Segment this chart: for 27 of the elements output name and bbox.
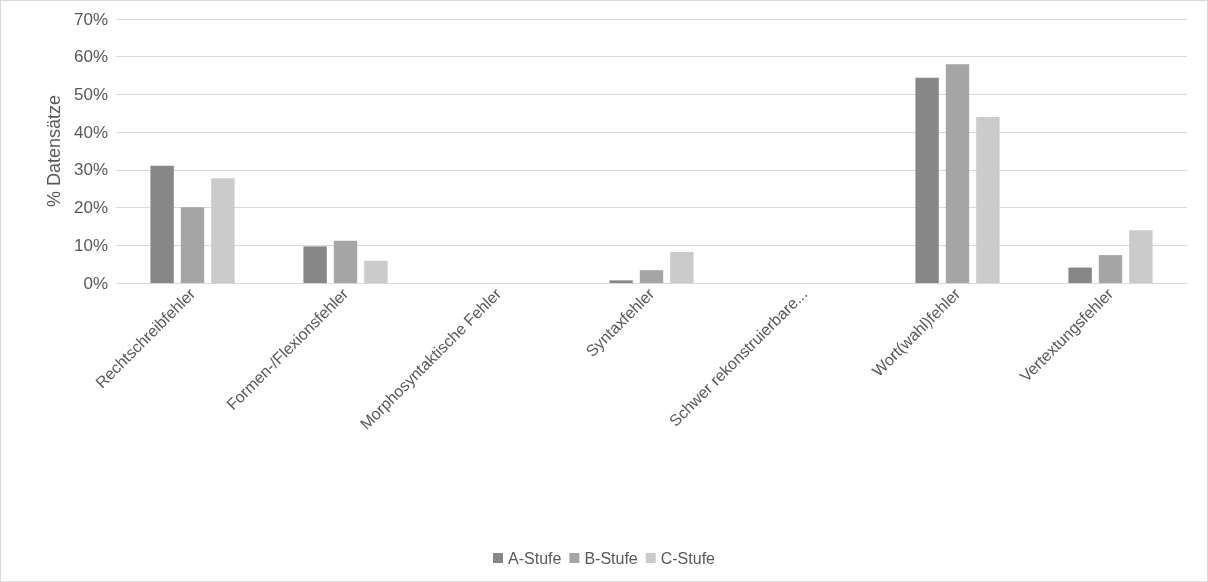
y-tick-label: 40% [73, 122, 108, 142]
bar [364, 260, 388, 283]
legend-label: A-Stufe [508, 549, 562, 567]
y-tick-label: 20% [73, 198, 108, 218]
bar [333, 240, 358, 283]
y-tick-label: 50% [73, 84, 108, 104]
bar [1068, 267, 1092, 283]
bar [1129, 230, 1153, 283]
bar [211, 178, 235, 283]
y-tick-label: 10% [73, 235, 108, 255]
bar [639, 270, 664, 283]
y-tick-label: 70% [73, 9, 108, 29]
bar [609, 280, 633, 283]
bar [180, 207, 205, 283]
y-tick-label: 60% [73, 47, 108, 67]
bar [1098, 255, 1123, 283]
y-tick-label: 0% [83, 273, 108, 293]
y-axis-title: % Datensätze [44, 94, 65, 208]
legend-label: C-Stufe [660, 549, 716, 567]
y-tick-label: 30% [73, 160, 108, 180]
bar [976, 117, 1000, 283]
bar [945, 64, 970, 283]
bar [670, 252, 694, 283]
legend-label: B-Stufe [584, 549, 638, 567]
bar [915, 77, 939, 283]
bar [150, 165, 174, 283]
bar [303, 246, 327, 283]
